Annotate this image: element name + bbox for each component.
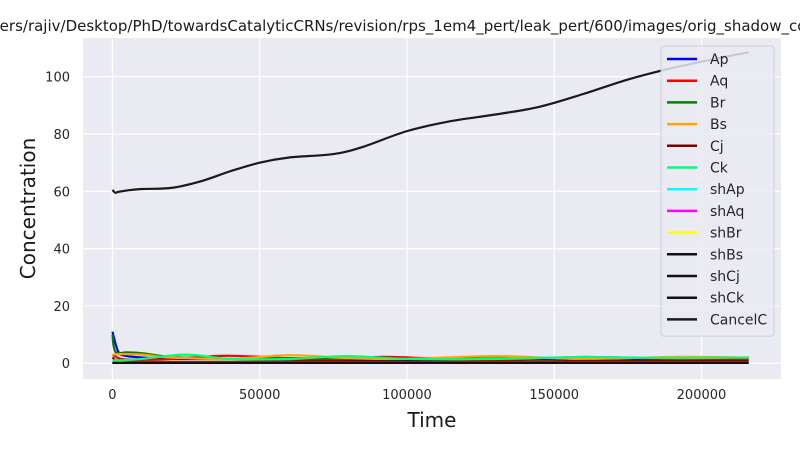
- series-line-ck: [112, 353, 749, 362]
- x-tick-label: 150000: [529, 388, 579, 403]
- series-line-cancelc: [111, 51, 749, 194]
- series-line-cj: [111, 356, 749, 363]
- legend-label: Ck: [710, 161, 729, 177]
- legend-label: shCj: [710, 269, 740, 285]
- x-tick-label: 100000: [382, 388, 432, 403]
- legend: Ap Aq Br Bs Cj Ck shAp shAq shBr shBs shCj shCk Canc…: [660, 45, 775, 337]
- y-tick-label: 60: [53, 185, 70, 200]
- y-tick-label: 100: [45, 71, 70, 86]
- legend-label: CancelC: [710, 312, 767, 328]
- series-lines: [111, 51, 749, 365]
- chart-title: /Users/rajiv/Desktop/PhD/towardsCatalyti…: [0, 17, 800, 36]
- legend-label: Aq: [710, 74, 728, 90]
- series-line-bs: [112, 352, 749, 361]
- y-tick-label: 40: [53, 243, 70, 258]
- legend-label: shAq: [710, 204, 744, 220]
- x-axis-label: Time: [407, 408, 457, 432]
- legend-label: shAp: [710, 182, 745, 198]
- y-tick-label: 0: [62, 357, 70, 372]
- y-axis-label: Concentration: [16, 138, 40, 279]
- x-tick-label: 200000: [677, 388, 727, 403]
- y-tick-label: 20: [53, 300, 70, 315]
- x-tick-label: 0: [108, 388, 116, 403]
- x-tick-label: 50000: [239, 388, 280, 403]
- y-tick-label: 80: [53, 128, 70, 143]
- legend-label: Ap: [710, 52, 729, 68]
- y-axis-ticks: 0 20 40 60 80 100: [45, 71, 70, 373]
- legend-label: Cj: [710, 139, 724, 155]
- legend-label: Bs: [710, 117, 727, 133]
- legend-label: shBr: [710, 226, 742, 242]
- legend-label: Br: [710, 95, 726, 111]
- legend-label: shBs: [710, 247, 743, 263]
- legend-box: [660, 45, 775, 337]
- legend-label: shCk: [710, 291, 745, 307]
- x-axis-ticks: 0 50000 100000 150000 200000: [108, 388, 726, 403]
